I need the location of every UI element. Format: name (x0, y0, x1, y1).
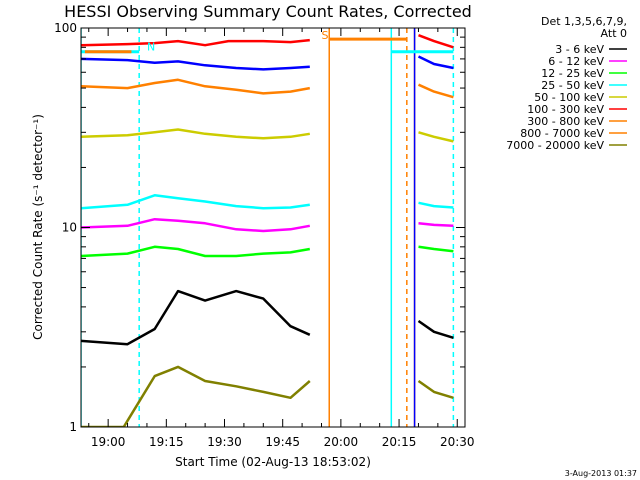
legend-label-5: 100 - 300 keV (527, 103, 604, 116)
legend-label-4: 50 - 100 keV (534, 91, 604, 104)
series-line-2-0 (81, 245, 311, 258)
x-tick-label-3: 19:45 (265, 435, 300, 449)
series-line-6-1 (417, 83, 454, 99)
legend-header-0: Det 1,3,5,6,7,9, (541, 15, 627, 28)
series-line-0-1 (417, 319, 454, 339)
series-line-1-0 (81, 217, 311, 233)
series-line-8-1 (417, 379, 454, 399)
legend-label-3: 25 - 50 keV (541, 79, 604, 92)
x-tick-label-0: 19:00 (91, 435, 126, 449)
series-line-0-0 (81, 289, 311, 346)
series-line-4-1 (418, 131, 454, 143)
series-line-8-0 (81, 365, 311, 427)
x-tick-label-5: 20:15 (382, 435, 417, 449)
series-line-2-1 (418, 245, 454, 253)
series-line-4-0 (81, 128, 310, 140)
legend-label-8: 7000 - 20000 keV (506, 139, 604, 152)
series-line-5-0 (81, 38, 310, 47)
x-tick-label-2: 19:30 (207, 435, 242, 449)
annotation-text-13: N (147, 41, 155, 54)
series-line-1-1 (418, 222, 454, 228)
legend-label-2: 12 - 25 keV (541, 67, 604, 80)
annotation-text-12: S (321, 29, 328, 42)
y-axis-label: Corrected Count Rate (s⁻¹ detector⁻¹) (31, 114, 45, 340)
chart-title: HESSI Observing Summary Count Rates, Cor… (64, 2, 472, 21)
x-tick-label-4: 20:00 (324, 435, 359, 449)
series-line-6-0 (81, 78, 311, 95)
series-line-7-0 (81, 57, 310, 71)
legend-label-7: 800 - 7000 keV (520, 127, 604, 140)
x-axis-label: Start Time (02-Aug-13 18:53:02) (175, 455, 371, 469)
series-line-5-1 (418, 34, 454, 49)
y-tick-label-1: 10 (62, 221, 77, 235)
legend-label-0: 3 - 6 keV (555, 43, 604, 56)
series-line-7-1 (417, 55, 454, 70)
x-tick-label-6: 20:30 (440, 435, 475, 449)
legend-label-1: 6 - 12 keV (548, 55, 604, 68)
y-tick-label-0: 1 (69, 420, 77, 434)
timestamp: 3-Aug-2013 01:37 (565, 469, 637, 478)
legend-header-1: Att 0 (601, 27, 627, 40)
series-line-3-0 (81, 194, 310, 210)
x-tick-label-1: 19:15 (149, 435, 184, 449)
series-line-3-1 (418, 201, 454, 209)
legend-label-6: 300 - 800 keV (527, 115, 604, 128)
y-tick-label-2: 100 (54, 21, 77, 35)
